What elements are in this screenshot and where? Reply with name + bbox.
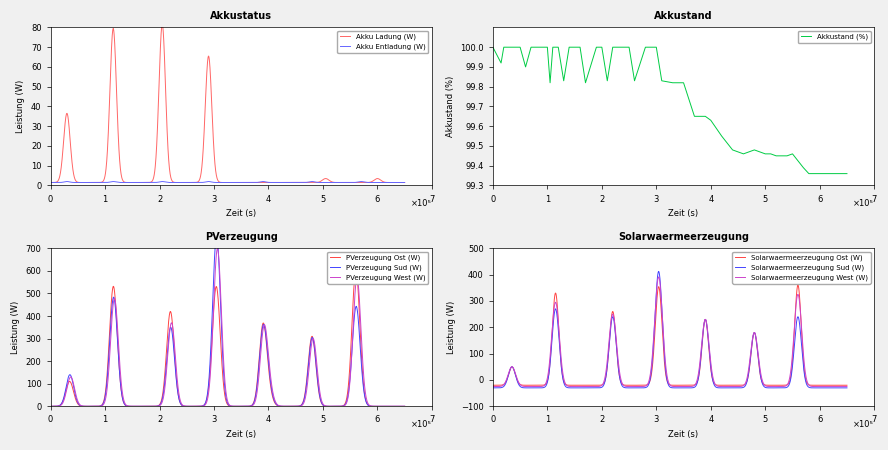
Legend: Solarwaermeerzeugung Ost (W), Solarwaermeerzeugung Sud (W), Solarwaermeerzeugung: Solarwaermeerzeugung Ost (W), Solarwaerm… <box>733 252 871 284</box>
Text: ×10⁵: ×10⁵ <box>853 199 874 208</box>
Text: ×10⁵: ×10⁵ <box>411 420 432 429</box>
Text: ×10⁵: ×10⁵ <box>411 199 432 208</box>
Y-axis label: Leistung (W): Leistung (W) <box>16 80 26 133</box>
Title: Akkustatus: Akkustatus <box>210 11 273 21</box>
Title: Solarwaermeerzeugung: Solarwaermeerzeugung <box>618 232 749 242</box>
Y-axis label: Leistung (W): Leistung (W) <box>447 301 456 354</box>
X-axis label: Zeit (s): Zeit (s) <box>669 209 699 218</box>
Title: Akkustand: Akkustand <box>654 11 713 21</box>
Y-axis label: Akkustand (%): Akkustand (%) <box>446 76 455 137</box>
X-axis label: Zeit (s): Zeit (s) <box>669 430 699 439</box>
Title: PVerzeugung: PVerzeugung <box>205 232 278 242</box>
X-axis label: Zeit (s): Zeit (s) <box>226 209 257 218</box>
Text: ×10⁵: ×10⁵ <box>853 420 874 429</box>
Legend: PVerzeugung Ost (W), PVerzeugung Sud (W), PVerzeugung West (W): PVerzeugung Ost (W), PVerzeugung Sud (W)… <box>328 252 428 284</box>
Legend: Akkustand (%): Akkustand (%) <box>798 31 871 43</box>
Y-axis label: Leistung (W): Leistung (W) <box>12 301 20 354</box>
Legend: Akku Ladung (W), Akku Entladung (W): Akku Ladung (W), Akku Entladung (W) <box>337 31 428 53</box>
X-axis label: Zeit (s): Zeit (s) <box>226 430 257 439</box>
